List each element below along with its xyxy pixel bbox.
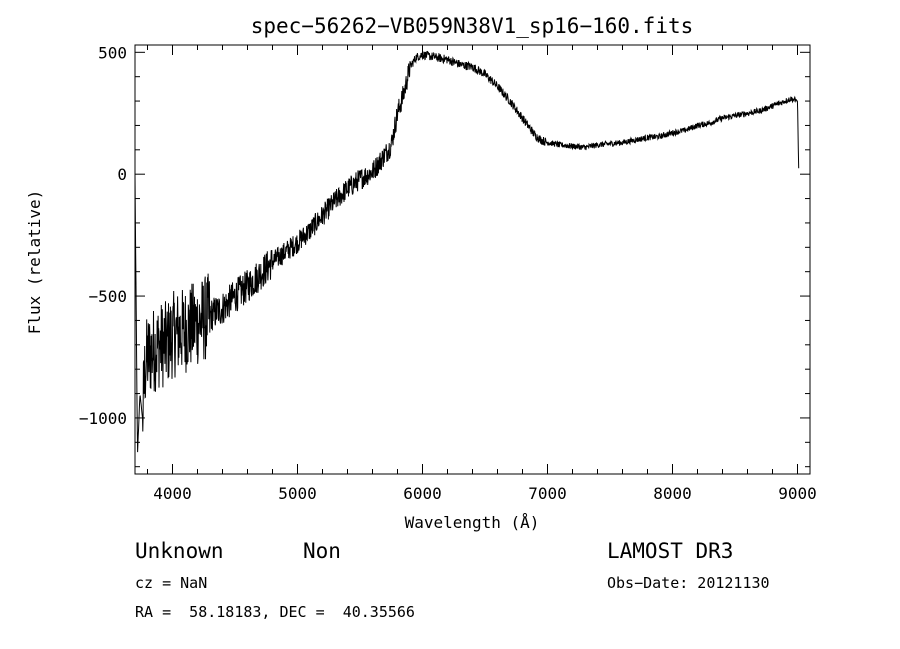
x-tick-label: 5000: [278, 484, 317, 503]
x-tick-label: 9000: [778, 484, 817, 503]
x-tick-label: 4000: [153, 484, 192, 503]
y-tick-label: 500: [98, 43, 127, 62]
redshift-cz: cz = NaN: [135, 574, 208, 592]
chart-title: spec−56262−VB059N38V1_sp16−160.fits: [251, 14, 694, 38]
coordinates: RA = 58.18183, DEC = 40.35566: [135, 603, 415, 621]
y-axis-label: Flux (relative): [25, 190, 44, 335]
survey-name: LAMOST DR3: [607, 539, 734, 563]
spectrum-line: [134, 50, 800, 453]
y-tick-label: −500: [88, 287, 127, 306]
x-tick-label: 8000: [653, 484, 692, 503]
x-tick-label: 7000: [528, 484, 567, 503]
x-tick-label: 6000: [403, 484, 442, 503]
observation-date: Obs−Date: 20121130: [607, 574, 770, 592]
axis-ticks: [135, 45, 810, 474]
object-class: Unknown: [135, 539, 224, 563]
object-subclass: Non: [303, 539, 341, 563]
x-axis-label: Wavelength (Å): [405, 513, 540, 532]
plot-frame: [134, 44, 811, 475]
y-tick-label: 0: [117, 165, 127, 184]
y-tick-label: −1000: [79, 409, 127, 428]
